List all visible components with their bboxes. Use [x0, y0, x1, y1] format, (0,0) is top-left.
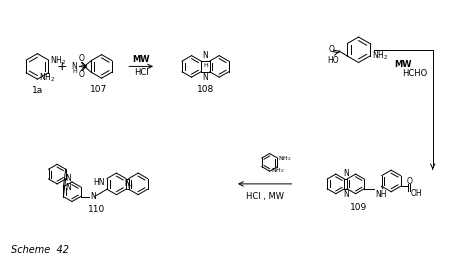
Text: NH: NH [375, 190, 386, 199]
Text: NH$_2$: NH$_2$ [278, 154, 292, 163]
Text: HCHO: HCHO [402, 69, 428, 78]
Text: HN: HN [93, 178, 105, 187]
Text: 110: 110 [88, 205, 105, 214]
Text: NH$_2$: NH$_2$ [372, 50, 388, 62]
Text: O: O [79, 70, 85, 79]
Text: N: N [65, 183, 71, 192]
Text: H: H [73, 69, 78, 74]
Text: N: N [202, 73, 208, 82]
Text: N: N [343, 169, 348, 178]
Text: Scheme  42: Scheme 42 [11, 245, 69, 255]
Text: N: N [343, 190, 348, 199]
Text: N: N [125, 180, 130, 188]
Text: NH$_2$: NH$_2$ [271, 166, 284, 175]
Text: HCl , MW: HCl , MW [246, 192, 283, 201]
Text: H: H [203, 63, 208, 68]
Text: 107: 107 [90, 85, 107, 94]
Text: H: H [127, 184, 132, 189]
Text: NH$_2$: NH$_2$ [50, 55, 67, 67]
Text: N: N [91, 192, 96, 201]
Text: N: N [65, 173, 71, 182]
Text: NH$_2$: NH$_2$ [39, 72, 55, 84]
Text: 109: 109 [350, 204, 367, 213]
Text: N: N [202, 51, 208, 60]
Text: MW: MW [132, 55, 150, 64]
Text: MW: MW [394, 60, 412, 69]
Text: O: O [79, 54, 85, 63]
Text: 1a: 1a [32, 86, 43, 95]
Text: +: + [57, 60, 67, 73]
Text: N: N [125, 179, 130, 188]
Text: HO: HO [327, 56, 338, 65]
Text: OH: OH [410, 189, 422, 198]
Text: HCl: HCl [134, 68, 148, 77]
Text: N: N [72, 62, 78, 71]
Text: O: O [328, 45, 335, 54]
Text: 108: 108 [197, 85, 214, 94]
Text: O: O [407, 177, 412, 186]
